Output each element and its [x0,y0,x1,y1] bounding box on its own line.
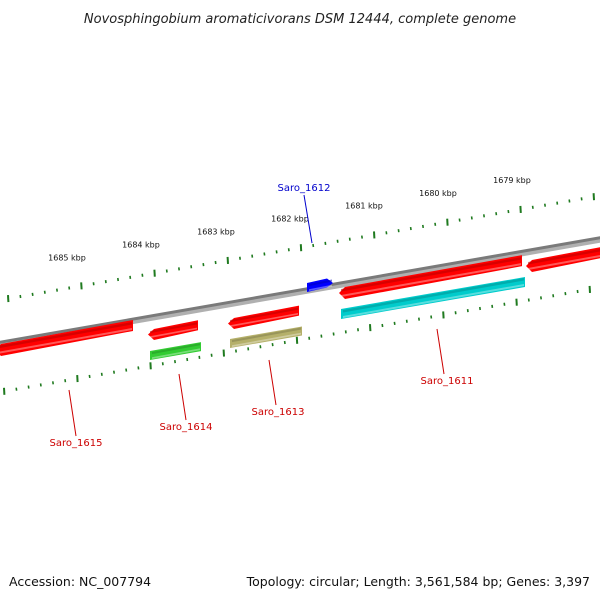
gene-saro-1613[interactable] [228,305,299,329]
callout-saro-1612[interactable]: Saro_1612 [278,183,331,244]
scale-label-3: 1683 kbp [197,227,235,236]
callout-label: Saro_1615 [50,438,103,449]
scale-label-1: 1685 kbp [48,253,86,262]
gene-shading [230,307,298,323]
scale-label-6: 1680 kbp [419,189,457,198]
gene-saro-1612[interactable] [307,278,333,292]
gene-feature-3[interactable] [150,342,201,360]
gene-body [228,305,299,329]
gene-saro-1615[interactable] [0,319,133,356]
scale-label-5: 1681 kbp [345,202,383,211]
callout-leader-line [68,389,77,437]
scale-labels: 1685 kbp 1684 kbp 1683 kbp 1682 kbp 1681 kbp… [48,176,531,262]
gene-shading [341,257,521,292]
gene-feature-8[interactable] [341,276,525,319]
scale-label-2: 1684 kbp [122,240,160,249]
callout-label: Saro_1614 [160,422,213,433]
callout-leader-line [303,194,313,244]
gene-callouts: Saro_1615 Saro_1614 Saro_1613 Saro_1612 Saro… [50,183,474,449]
gene-highlight [341,263,521,297]
gene-highlight [230,312,298,327]
map-title: Novosphingobium aromaticivorans DSM 1244… [84,12,516,27]
gene-track [0,246,600,360]
gene-shading [150,322,197,334]
gene-shading [528,248,600,265]
callout-label: Saro_1611 [421,376,474,387]
gene-shading [309,279,332,287]
callout-saro-1614[interactable]: Saro_1614 [160,373,213,433]
callout-label: Saro_1613 [252,407,305,418]
gene-highlight [0,327,132,354]
gene-highlight [150,327,197,338]
outer-scale-ring [7,193,595,303]
gene-highlight [528,254,600,270]
gene-feature-9[interactable] [526,246,600,272]
scale-label-7: 1679 kbp [493,176,531,185]
gene-highlight [343,283,524,318]
gene-highlight [309,284,332,291]
callout-saro-1611[interactable]: Saro_1611 [421,328,474,387]
accession-text: Accession: NC_007794 [9,574,151,589]
gene-shading [0,321,132,348]
gene-highlight [152,348,200,359]
genome-summary-text: Topology: circular; Length: 3,561,584 bp… [246,574,590,589]
backbone-line [0,236,600,344]
gene-shading [232,327,301,343]
gene-shading [152,343,200,355]
callout-saro-1613[interactable]: Saro_1613 [252,359,305,418]
gene-feature-5[interactable] [230,326,302,348]
gene-highlight [232,332,301,347]
gene-saro-1614[interactable] [148,320,198,340]
inner-scale-ring [3,285,591,395]
callout-leader-line [268,359,277,406]
gene-saro-1611[interactable] [339,255,522,299]
callout-label: Saro_1612 [278,183,331,194]
callout-saro-1615[interactable]: Saro_1615 [50,389,103,449]
gene-shading [343,277,524,313]
callout-leader-line [178,373,187,421]
scale-label-4: 1682 kbp [271,215,309,224]
callout-leader-line [436,328,445,375]
